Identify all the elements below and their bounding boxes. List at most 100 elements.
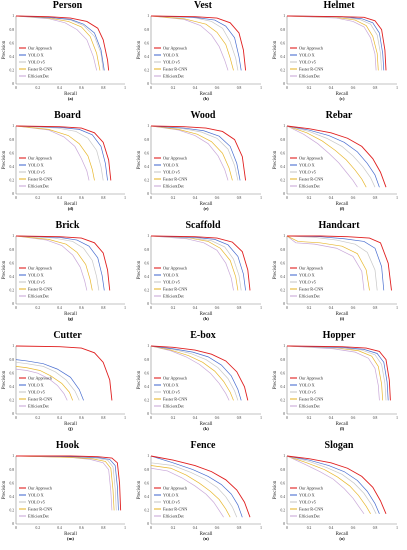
legend-label: Our Approach xyxy=(163,486,188,491)
y-tick-label: 0.4 xyxy=(281,385,286,389)
series-line-yolo-x xyxy=(150,125,241,181)
legend-label: YOLO v5 xyxy=(28,280,45,285)
series-line-yolo-x xyxy=(150,15,242,71)
y-tick-label: 0.2 xyxy=(281,289,286,293)
pr-chart: 0 0.2 0.4 0.6 0.8 1 0 0.2 0.4 0.6 0.8 1 Recall Precis… xyxy=(273,454,398,541)
legend-label: EfficientDet xyxy=(163,294,184,299)
panel-letter: (d) xyxy=(68,206,74,211)
legend-label: Faster R-CNN xyxy=(299,67,323,72)
y-tick-label: 0.6 xyxy=(145,481,150,485)
x-tick-label: 1 xyxy=(124,416,126,420)
series-line-yolo-x xyxy=(15,455,119,511)
x-tick-label: 1 xyxy=(124,196,126,200)
y-tick-label: 1 xyxy=(283,14,285,18)
x-tick-label: 0 xyxy=(286,526,288,530)
x-axis-label: Recall xyxy=(336,312,349,317)
y-axis-label: Precision xyxy=(273,480,278,499)
series-line-yolo-x xyxy=(15,359,84,401)
y-tick-label: 0.4 xyxy=(145,55,150,59)
panel-letter: (c) xyxy=(339,96,345,101)
y-tick-label: 0.8 xyxy=(281,468,286,472)
x-tick-label: 0.2 xyxy=(171,416,176,420)
x-tick-label: 0.2 xyxy=(36,196,41,200)
legend-label: EfficientDet xyxy=(299,514,320,519)
legend-label: YOLO X xyxy=(163,383,179,388)
series-line-yolo-x xyxy=(15,235,105,291)
legend-label: YOLO X xyxy=(28,53,44,58)
y-tick-label: 0.8 xyxy=(145,248,150,252)
legend-label: Our Approach xyxy=(163,376,188,381)
y-tick-label: 0 xyxy=(147,412,149,416)
legend-label: Faster R-CNN xyxy=(299,177,323,182)
x-axis-label: Recall xyxy=(200,422,213,427)
panel-rebar: Rebar 0 0.2 0.4 0.6 0.8 1 0 0.2 0.4 0.6 0.8 1 Recall P… xyxy=(271,110,407,220)
series-line-yolo-v5 xyxy=(150,462,238,518)
series-line-yolo-x xyxy=(286,345,389,401)
y-tick-label: 0 xyxy=(12,302,14,306)
x-tick-label: 0.8 xyxy=(101,86,106,90)
panel-title: Rebar xyxy=(325,110,353,121)
panel-fence: Fence 0 0.2 0.4 0.6 0.8 1 0 0.2 0.4 0.6 0.8 1 Recall P… xyxy=(135,440,271,550)
y-tick-label: 0 xyxy=(147,192,149,196)
x-tick-label: 0.8 xyxy=(101,416,106,420)
panel-helmet: Helmet 0 0.2 0.4 0.6 0.8 1 0 0.2 0.4 0.6 0.8 1 Recall… xyxy=(271,0,407,110)
x-axis-label: Recall xyxy=(200,532,213,537)
legend-label: YOLO v5 xyxy=(163,60,180,65)
series-line-our-approach xyxy=(15,345,113,401)
series-line-yolo-v5 xyxy=(286,235,378,291)
legend-label: Our Approach xyxy=(163,156,188,161)
series-line-yolo-v5 xyxy=(15,361,80,401)
legend-label: YOLO X xyxy=(299,273,315,278)
legend-label: Our Approach xyxy=(163,46,188,51)
series-line-yolo-v5 xyxy=(286,15,382,71)
pr-chart: 0 0.2 0.4 0.6 0.8 1 0 0.2 0.4 0.6 0.8 1 Recall Precis… xyxy=(2,14,126,101)
legend-label: YOLO v5 xyxy=(28,60,45,65)
legend-label: Faster R-CNN xyxy=(163,397,187,402)
y-tick-label: 0.8 xyxy=(145,468,150,472)
x-tick-label: 0 xyxy=(150,86,152,90)
panel-letter: (e) xyxy=(203,206,209,211)
series-line-efficientdet xyxy=(286,15,377,71)
pr-chart: 0 0.2 0.4 0.6 0.8 1 0 0.2 0.4 0.6 0.8 1 Recall Precis… xyxy=(137,14,262,101)
panel-letter: (j) xyxy=(68,426,73,431)
y-tick-label: 0.6 xyxy=(281,371,286,375)
series-line-our-approach xyxy=(15,15,110,71)
x-tick-label: 0.6 xyxy=(351,526,356,530)
series-line-yolo-x xyxy=(286,455,380,514)
y-tick-label: 0.8 xyxy=(10,358,15,362)
y-tick-label: 0.6 xyxy=(10,371,15,375)
y-axis-label: Precision xyxy=(137,260,142,279)
panel-title: Slogan xyxy=(324,440,354,451)
y-tick-label: 1 xyxy=(283,454,285,458)
panel-letter: (i) xyxy=(340,316,345,321)
legend-label: YOLO X xyxy=(163,163,179,168)
panel-letter: (a) xyxy=(68,96,74,101)
y-tick-label: 1 xyxy=(12,124,14,128)
panel-vest: Vest 0 0.2 0.4 0.6 0.8 1 0 0.2 0.4 0.6 0.8 1 Recall Pr… xyxy=(135,0,271,110)
x-tick-label: 0.6 xyxy=(351,306,356,310)
y-tick-label: 0.4 xyxy=(145,275,150,279)
legend-label: YOLO X xyxy=(163,493,179,498)
x-tick-label: 1 xyxy=(260,526,262,530)
series-line-yolo-x xyxy=(286,235,385,291)
x-tick-label: 0.2 xyxy=(307,196,312,200)
y-axis-label: Precision xyxy=(2,260,7,279)
x-tick-label: 1 xyxy=(396,306,398,310)
y-tick-label: 0.2 xyxy=(145,179,150,183)
panel-letter: (n) xyxy=(203,536,209,541)
series-line-our-approach xyxy=(286,125,387,188)
legend-label: YOLO v5 xyxy=(299,390,316,395)
legend-label: Our Approach xyxy=(299,486,324,491)
x-axis-label: Recall xyxy=(200,312,213,317)
x-axis-label: Recall xyxy=(336,532,349,537)
x-tick-label: 0.6 xyxy=(215,196,220,200)
panel-title: Board xyxy=(54,110,81,121)
legend-label: Our Approach xyxy=(28,376,53,381)
panel-title: Vest xyxy=(194,0,212,11)
series-line-yolo-x xyxy=(15,15,105,71)
x-tick-label: 0.6 xyxy=(79,196,84,200)
y-tick-label: 0.6 xyxy=(145,151,150,155)
x-tick-label: 0.4 xyxy=(57,86,62,90)
x-tick-label: 0.6 xyxy=(351,86,356,90)
x-tick-label: 0.4 xyxy=(329,196,334,200)
